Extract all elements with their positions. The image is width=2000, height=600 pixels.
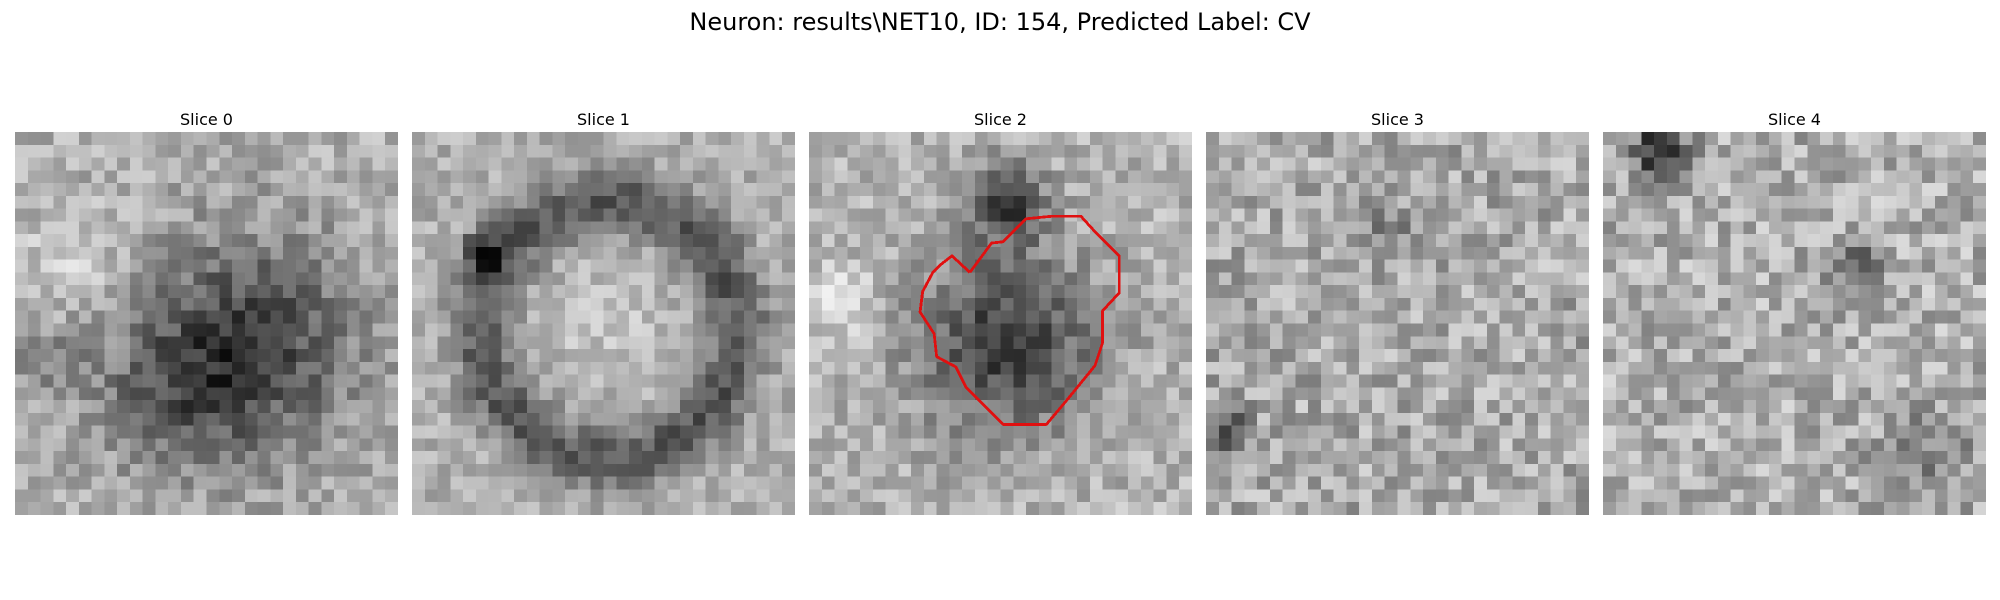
slice-title-2: Slice 2 xyxy=(974,110,1027,129)
pixel-grid xyxy=(1206,132,1589,515)
pixel-grid xyxy=(1603,132,1986,515)
slice-panel-4: Slice 4 xyxy=(1603,108,1986,515)
slice-image-3 xyxy=(1206,132,1589,515)
roi-contour xyxy=(918,214,1121,426)
slice-image-4 xyxy=(1603,132,1986,515)
slice-image-1 xyxy=(412,132,795,515)
slice-panel-3: Slice 3 xyxy=(1206,108,1589,515)
slice-title-0: Slice 0 xyxy=(180,110,233,129)
slice-title-3: Slice 3 xyxy=(1371,110,1424,129)
slice-panel-0: Slice 0 xyxy=(15,108,398,515)
pixel-grid xyxy=(412,132,795,515)
pixel-grid xyxy=(809,132,1192,515)
slice-panel-2: Slice 2 xyxy=(809,108,1192,515)
slice-image-2 xyxy=(809,132,1192,515)
slice-title-1: Slice 1 xyxy=(577,110,630,129)
slice-panel-1: Slice 1 xyxy=(412,108,795,515)
pixel-grid xyxy=(15,132,398,515)
slice-image-0 xyxy=(15,132,398,515)
slice-title-4: Slice 4 xyxy=(1768,110,1821,129)
figure-title: Neuron: results\NET10, ID: 154, Predicte… xyxy=(689,8,1311,36)
